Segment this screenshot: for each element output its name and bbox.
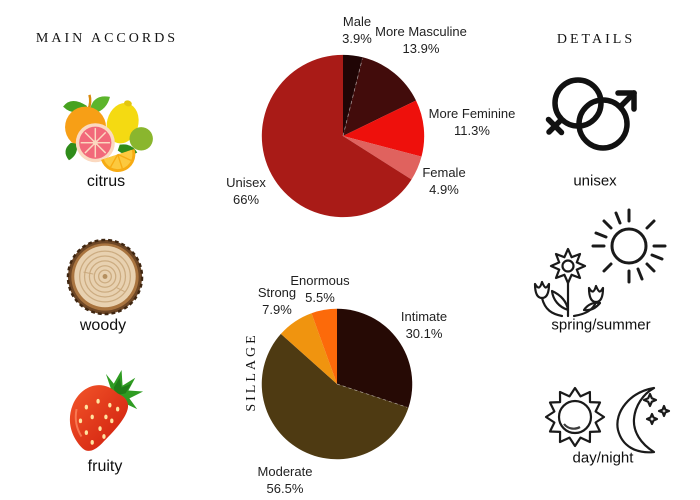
sillage-pie-chart xyxy=(261,308,413,460)
wood-slice-icon xyxy=(66,238,144,316)
sillage-axis-label: SILLAGE xyxy=(244,332,259,412)
gender-label-male: Male 3.9% xyxy=(342,14,372,46)
pie-slice-sillage-intimate xyxy=(337,308,413,408)
gender-label-more-masculine: More Masculine 13.9% xyxy=(375,24,467,56)
accord-label-fruity: fruity xyxy=(87,458,123,475)
gender-label-unisex: Unisex 66% xyxy=(226,175,266,207)
accord-label-citrus: citrus xyxy=(86,173,126,190)
detail-label-unisex: unisex xyxy=(573,172,617,190)
sillage-label-intimate: Intimate 30.1% xyxy=(400,309,448,341)
gender-label-more-feminine: More Feminine 11.3% xyxy=(428,106,516,138)
pie-slice-sillage-enormous xyxy=(311,308,337,384)
pie-slice-gender-more-masculine xyxy=(343,57,417,136)
spring-sun-icon xyxy=(591,208,667,284)
pie-slice-gender-female xyxy=(343,136,422,180)
detail-label-day-night: day/night xyxy=(572,449,634,467)
main-accords-header: MAIN ACCORDS xyxy=(35,31,179,46)
strawberry-icon xyxy=(69,369,144,451)
details-header: DETAILS xyxy=(556,32,636,47)
gender-label-female: Female 4.9% xyxy=(422,165,466,197)
citrus-fruits-icon xyxy=(63,94,153,172)
flowers-icon xyxy=(533,247,605,318)
pie-slice-sillage-strong xyxy=(280,313,337,384)
sillage-label-moderate: Moderate 56.5% xyxy=(257,464,313,496)
pie-dashed-boundary-sillage xyxy=(336,383,408,408)
detail-label-spring-summer: spring/summer xyxy=(551,316,651,334)
pie-slice-gender-unisex xyxy=(261,54,412,218)
crescent-moon-icon xyxy=(616,386,671,454)
gender-unisex-icon xyxy=(545,77,637,151)
pie-slice-gender-more-feminine xyxy=(343,100,425,157)
gender-pie-chart xyxy=(261,54,425,218)
pie-dashed-boundary-gender xyxy=(342,58,363,137)
accord-label-woody: woody xyxy=(79,317,127,334)
pie-slice-sillage-moderate xyxy=(261,333,409,460)
sillage-label-enormous: Enormous 5.5% xyxy=(290,273,350,305)
sillage-label-strong: Strong 7.9% xyxy=(257,285,297,317)
day-sun-icon xyxy=(544,386,606,448)
